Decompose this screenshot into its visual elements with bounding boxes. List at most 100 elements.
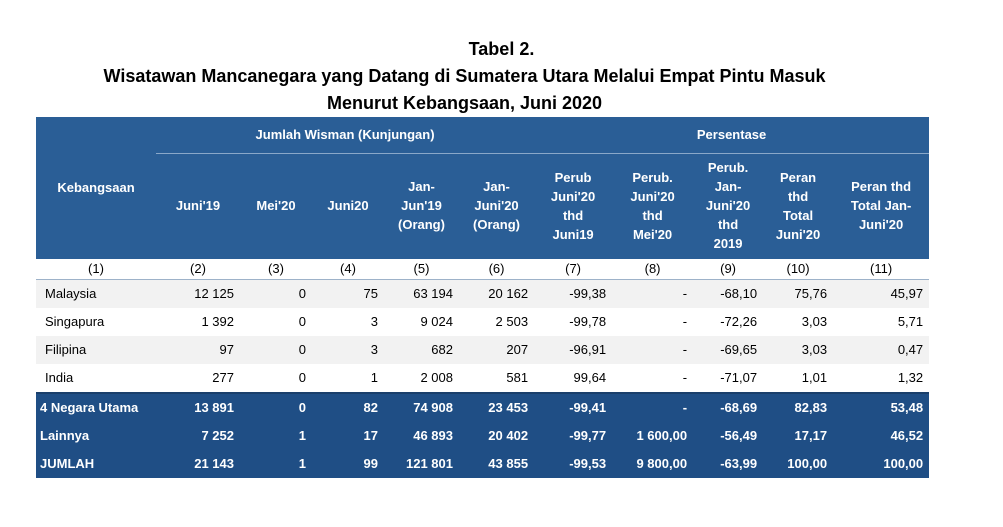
column-number: (7) <box>534 257 613 280</box>
table-cell: 3,03 <box>801 314 828 329</box>
table-cell: 2 503 <box>495 314 529 329</box>
column-number: (3) <box>240 257 312 280</box>
header-group-persentase: Persentase <box>534 117 930 153</box>
row-label: Lainnya <box>36 421 156 450</box>
table-cell: -99,53 <box>534 449 613 478</box>
table-cell: 20 402 <box>459 421 535 450</box>
table-cell: 1 <box>240 449 312 478</box>
table-cell: 17 <box>312 421 384 450</box>
table-cell: -99,41 <box>534 391 613 422</box>
table-cell: 1 <box>370 370 378 385</box>
table-cell: - <box>682 314 688 329</box>
table-cell: - <box>612 279 694 308</box>
column-number: (2) <box>156 257 240 280</box>
table-cell: 1,01 <box>801 370 828 385</box>
table-cell: 12 125 <box>156 279 240 308</box>
table-cell: 43 855 <box>459 449 535 478</box>
table-cell: 82,83 <box>763 391 834 422</box>
table-cell: 99,64 <box>573 370 607 385</box>
column-number: (5) <box>384 257 459 280</box>
table-cell: 21 143 <box>156 449 240 478</box>
table-cell: 1 392 <box>201 314 234 329</box>
column-number: (10) <box>763 257 834 280</box>
column-number: (6) <box>459 257 535 280</box>
table-cell: -63,99 <box>693 449 764 478</box>
table-cell: 3 <box>370 314 378 329</box>
column-number: (8) <box>612 257 694 280</box>
table-cell: -72,26 <box>720 314 758 329</box>
row-label: Filipina <box>36 335 156 364</box>
table-cell: 2 008 <box>420 370 453 385</box>
row-label: India <box>45 370 74 385</box>
table-cell: 97 <box>156 335 240 364</box>
table-row: India 277 0 1 2 008 581 99,64 - -71,07 1,01 1,32 <box>36 364 929 393</box>
table-cell: 121 801 <box>384 449 459 478</box>
table-cell: 45,97 <box>833 279 930 308</box>
table-cell: 3,03 <box>763 335 834 364</box>
table-cell: 0 <box>298 370 306 385</box>
table-cell: 682 <box>384 335 459 364</box>
column-header: Perub. Juni'20 thd Mei'20 <box>612 153 694 258</box>
table-cell: -69,65 <box>693 335 764 364</box>
column-header: Peran thd Total Jan- Juni'20 <box>833 153 930 258</box>
table-cell: -56,49 <box>693 421 764 450</box>
table-cell: 75,76 <box>763 279 834 308</box>
table-cell: -68,10 <box>693 279 764 308</box>
total-row: Lainnya 7 252 1 17 46 893 20 402 -99,77 1 600,0… <box>36 421 930 450</box>
table-cell: - <box>612 391 694 422</box>
table-cell: 0 <box>298 314 306 329</box>
table-caption: Tabel 2. <box>468 39 535 59</box>
column-header: Mei'20 <box>240 153 312 258</box>
table-cell: 46 893 <box>384 421 459 450</box>
column-header: Jan- Jun'19 (Orang) <box>384 153 459 258</box>
table-row: Filipina 97 0 3 682 207 -96,91- -69,65 3,03 0,47 <box>36 335 930 364</box>
table-subtitle: Menurut Kebangsaan, Juni 2020 <box>326 93 603 113</box>
table-cell: 100,00 <box>833 449 930 478</box>
table-cell: 581 <box>506 370 529 385</box>
table-cell: 17,17 <box>763 421 834 450</box>
table-cell: - <box>682 370 688 385</box>
table-cell: 13 891 <box>156 391 240 422</box>
table-cell: -68,69 <box>693 391 764 422</box>
table-cell: 207 <box>459 335 535 364</box>
row-label: Malaysia <box>36 279 156 308</box>
column-header: Juni20 <box>312 153 384 258</box>
table-cell: 53,48 <box>833 391 930 422</box>
row-label: JUMLAH <box>36 449 156 478</box>
table-row: Malaysia 12 125 0 75 63 194 20 162 -99,38- -68,… <box>36 279 930 308</box>
table-cell: 1,32 <box>897 370 924 385</box>
data-table: Kebangsaan Jumlah Wisman (Kunjungan) Per… <box>36 117 930 478</box>
column-number: (9) <box>693 257 764 280</box>
column-header: Jan- Juni'20 (Orang) <box>459 153 535 258</box>
table-cell: 3 <box>312 335 384 364</box>
table-cell: -99,77 <box>534 421 613 450</box>
column-header: Juni'19 <box>156 153 240 258</box>
table-cell: -99,38 <box>534 279 613 308</box>
table-cell: 46,52 <box>833 421 930 450</box>
table-cell: -71,07 <box>720 370 758 385</box>
row-label: Singapura <box>45 314 105 329</box>
column-number: (1) <box>36 257 156 280</box>
table-cell: 0 <box>240 391 312 422</box>
row-label: 4 Negara Utama <box>36 391 156 422</box>
column-header: Perub Juni'20 thd Juni19 <box>534 153 613 258</box>
table-cell: 0 <box>240 335 312 364</box>
header-kebangsaan: Kebangsaan <box>36 117 156 258</box>
table-cell: 1 <box>240 421 312 450</box>
table-title: Wisatawan Mancanegara yang Datang di Sum… <box>103 66 826 86</box>
table-cell: 0 <box>240 279 312 308</box>
table-cell: 75 <box>312 279 384 308</box>
table-cell: - <box>612 335 694 364</box>
table-cell: 99 <box>312 449 384 478</box>
table-cell: 20 162 <box>459 279 535 308</box>
table-cell: 23 453 <box>459 391 535 422</box>
table-cell: 9 800,00 <box>612 449 694 478</box>
table-cell: 82 <box>312 391 384 422</box>
table-cell: 1 600,00 <box>612 421 694 450</box>
table-cell: 100,00 <box>763 449 834 478</box>
table-cell: 7 252 <box>156 421 240 450</box>
table-cell: 9 024 <box>420 314 453 329</box>
table-cell: -96,91 <box>534 335 613 364</box>
column-header: Peran thd Total Juni'20 <box>763 153 834 258</box>
table-cell: 5,71 <box>897 314 924 329</box>
